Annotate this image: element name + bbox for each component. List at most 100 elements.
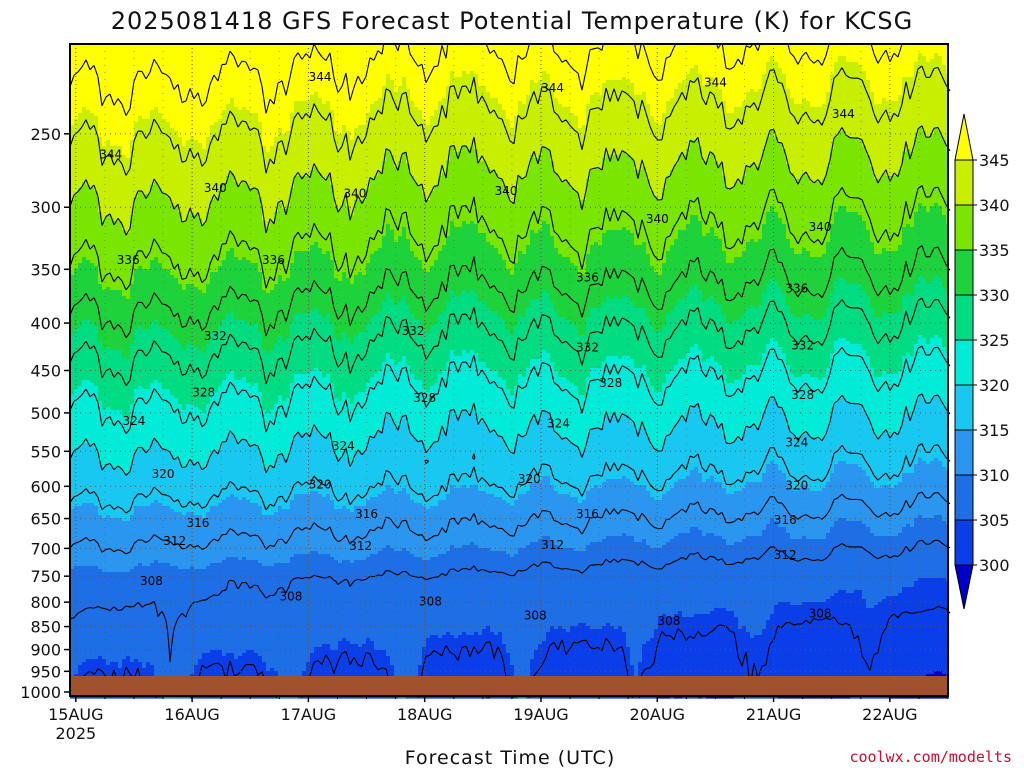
fill-cell bbox=[922, 128, 935, 132]
fill-cell bbox=[290, 506, 335, 510]
fill-cell bbox=[70, 464, 103, 468]
fill-cell bbox=[70, 425, 383, 429]
fill-cell bbox=[550, 479, 607, 483]
fill-cell bbox=[70, 512, 99, 516]
fill-cell bbox=[334, 506, 343, 510]
fill-cell bbox=[590, 170, 647, 174]
fill-cell bbox=[134, 338, 179, 342]
fill-cell bbox=[262, 401, 279, 405]
fill-cell bbox=[802, 485, 807, 489]
fill-cell bbox=[874, 308, 903, 312]
fill-cell bbox=[634, 674, 639, 678]
fill-cell bbox=[550, 629, 567, 633]
fill-cell bbox=[786, 80, 831, 84]
fill-cell bbox=[74, 389, 99, 393]
fill-cell bbox=[550, 74, 687, 78]
fill-cell bbox=[662, 389, 949, 393]
fill-cell bbox=[426, 329, 431, 333]
fill-cell bbox=[162, 188, 223, 192]
fill-cell bbox=[526, 95, 555, 99]
fill-cell bbox=[406, 158, 451, 162]
fill-cell bbox=[430, 197, 511, 201]
fill-cell bbox=[870, 83, 903, 87]
fill-cell bbox=[726, 434, 743, 438]
fill-cell bbox=[258, 323, 291, 327]
y-tick-label: 500 bbox=[30, 404, 61, 423]
fill-cell bbox=[98, 269, 135, 273]
fill-cell bbox=[250, 500, 291, 504]
fill-cell bbox=[366, 263, 423, 267]
fill-cell bbox=[262, 335, 279, 339]
fill-cell bbox=[322, 173, 379, 177]
fill-cell bbox=[766, 62, 779, 66]
y-tick-label: 700 bbox=[30, 539, 61, 558]
fill-cell bbox=[142, 665, 147, 669]
fill-cell bbox=[546, 638, 627, 642]
fill-cell bbox=[70, 521, 771, 525]
fill-cell bbox=[546, 632, 627, 636]
fill-cell bbox=[874, 98, 883, 102]
fill-cell bbox=[98, 386, 139, 390]
fill-cell bbox=[262, 203, 279, 207]
fill-cell bbox=[642, 656, 949, 660]
fill-cell bbox=[834, 410, 867, 414]
fill-cell bbox=[790, 305, 831, 309]
fill-cell bbox=[374, 434, 415, 438]
fill-cell bbox=[206, 146, 267, 150]
fill-cell bbox=[770, 56, 775, 60]
fill-cell bbox=[918, 134, 927, 138]
fill-cell bbox=[70, 194, 75, 198]
fill-cell bbox=[234, 179, 295, 183]
fill-cell bbox=[566, 317, 587, 321]
colorbar-label: 330 bbox=[979, 286, 1010, 305]
fill-cell bbox=[70, 344, 103, 348]
fill-cell bbox=[350, 509, 355, 513]
fill-cell bbox=[350, 341, 355, 345]
fill-cell bbox=[826, 368, 875, 372]
fill-cell bbox=[830, 86, 871, 90]
fill-cell bbox=[638, 662, 949, 666]
fill-cell bbox=[646, 488, 671, 492]
fill-cell bbox=[290, 326, 335, 330]
fill-cell bbox=[802, 251, 811, 255]
fill-cell bbox=[726, 317, 743, 321]
fill-cell bbox=[606, 299, 631, 303]
fill-cell bbox=[422, 110, 435, 114]
fill-cell bbox=[418, 668, 515, 672]
fill-cell bbox=[786, 416, 831, 420]
fill-cell bbox=[898, 371, 949, 375]
fill-cell bbox=[422, 383, 435, 387]
fill-cell bbox=[902, 80, 949, 84]
fill-cell bbox=[446, 302, 487, 306]
fill-cell bbox=[766, 410, 783, 414]
fill-cell bbox=[134, 137, 183, 141]
fill-cell bbox=[478, 80, 531, 84]
fill-cell bbox=[438, 107, 503, 111]
fill-cell bbox=[822, 317, 949, 321]
fill-cell bbox=[390, 296, 403, 300]
fill-cell bbox=[386, 545, 391, 549]
fill-cell bbox=[450, 548, 491, 552]
fill-cell bbox=[578, 497, 587, 501]
fill-cell bbox=[506, 551, 519, 555]
fill-cell bbox=[438, 257, 503, 261]
fill-cell bbox=[742, 377, 819, 381]
fill-cell bbox=[834, 71, 867, 75]
fill-cell bbox=[182, 461, 191, 465]
fill-cell bbox=[870, 233, 903, 237]
fill-cell bbox=[702, 416, 711, 420]
fill-cell bbox=[386, 158, 395, 162]
fill-cell bbox=[222, 185, 251, 189]
fill-cell bbox=[538, 644, 627, 648]
fill-cell bbox=[442, 98, 499, 102]
fill-cell bbox=[350, 560, 355, 564]
fill-cell bbox=[98, 209, 135, 213]
fill-cell bbox=[630, 653, 643, 657]
fill-cell bbox=[102, 569, 131, 573]
fill-cell bbox=[82, 662, 107, 666]
fill-cell bbox=[98, 125, 135, 129]
fill-cell bbox=[134, 401, 179, 405]
fill-cell bbox=[338, 644, 359, 648]
fill-cell bbox=[846, 518, 915, 522]
fill-cell bbox=[142, 662, 147, 666]
